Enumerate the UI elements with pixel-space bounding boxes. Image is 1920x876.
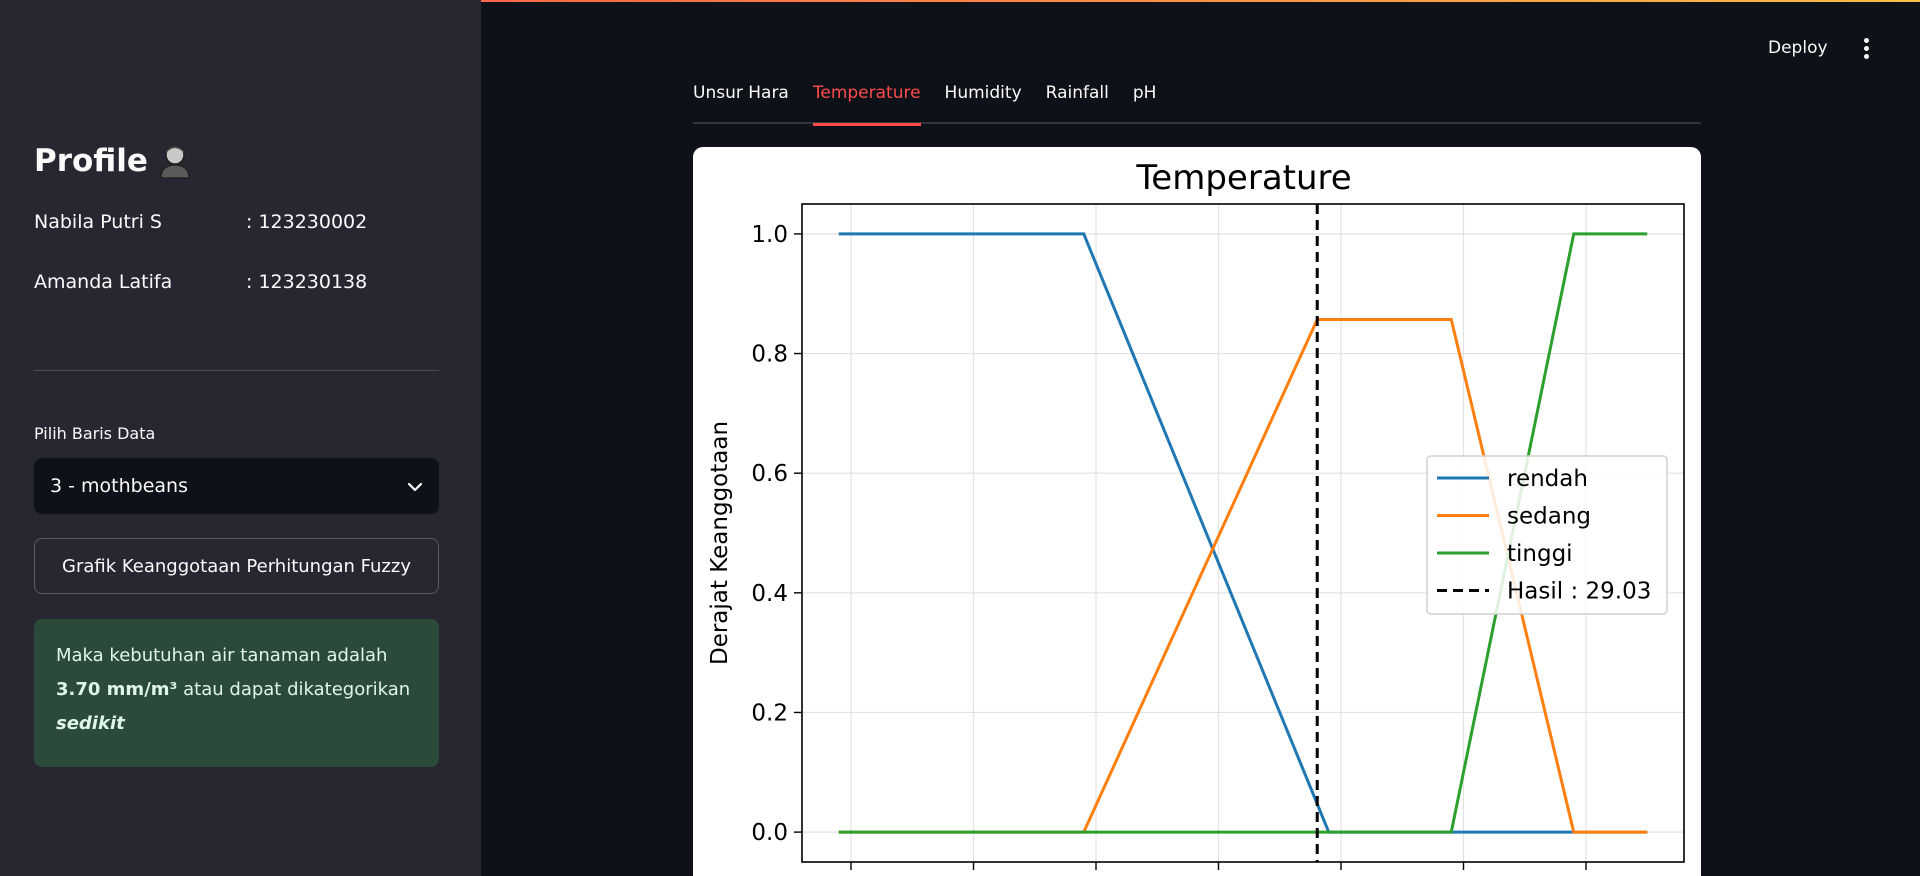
temperature-chart: Temperature Derajat Keanggotaan 0.00.20.… bbox=[707, 158, 1685, 870]
y-tick-label: 0.8 bbox=[751, 342, 788, 368]
tab-ph[interactable]: pH bbox=[1132, 83, 1157, 103]
legend-box bbox=[1426, 455, 1668, 615]
chart-card: Temperature Derajat Keanggotaan 0.0 0.2 0.… bbox=[693, 147, 1701, 876]
tab-unsur-hara[interactable]: Unsur Hara bbox=[693, 83, 789, 103]
member-row: Nabila Putri S : 123230002 bbox=[34, 211, 367, 233]
y-tick-label: 0.4 bbox=[751, 581, 788, 607]
result-alert: Maka kebutuhan air tanaman adalah 3.70 m… bbox=[34, 619, 439, 767]
deploy-button[interactable]: Deploy bbox=[1768, 38, 1828, 58]
top-accent-line bbox=[0, 0, 1920, 2]
legend-label: rendah bbox=[1507, 466, 1588, 492]
sidebar: Profile Nabila Putri S : 123230002 Amand… bbox=[0, 0, 481, 876]
tab-bar: Unsur Hara Temperature Humidity Rainfall… bbox=[693, 80, 1701, 126]
tab-rainfall[interactable]: Rainfall bbox=[1045, 83, 1109, 103]
legend-label: sedang bbox=[1507, 504, 1591, 530]
tab-temperature[interactable]: Temperature bbox=[801, 80, 933, 126]
tab-humidity[interactable]: Humidity bbox=[944, 83, 1022, 103]
alert-prefix: Maka kebutuhan air tanaman adalah bbox=[56, 645, 388, 666]
y-tick-label: 0.0 bbox=[751, 820, 788, 846]
member-row: Amanda Latifa : 123230138 bbox=[34, 271, 367, 293]
tick-layer: 0.0 0.2 0.4 0.6 0.8 1.0 bbox=[751, 222, 1587, 870]
kebab-menu-icon[interactable] bbox=[1861, 38, 1871, 60]
member-id: : 123230138 bbox=[246, 271, 368, 293]
chart-legend: rendah sedang tinggi Hasil : 29.03 bbox=[1426, 455, 1668, 615]
profile-title: Profile bbox=[34, 143, 192, 179]
chart-title: Temperature bbox=[1135, 158, 1351, 198]
alert-category: sedikit bbox=[56, 713, 125, 734]
chevron-down-icon bbox=[407, 475, 423, 497]
select-label: Pilih Baris Data bbox=[34, 424, 156, 443]
select-value: 3 - mothbeans bbox=[50, 475, 188, 497]
y-tick-label: 0.2 bbox=[751, 700, 788, 726]
alert-middle: atau dapat dikategorikan bbox=[183, 679, 411, 700]
sidebar-divider bbox=[34, 370, 439, 371]
fuzzy-chart-button[interactable]: Grafik Keanggotaan Perhitungan Fuzzy bbox=[34, 538, 439, 594]
legend-label: tinggi bbox=[1507, 541, 1573, 567]
chart-ylabel: Derajat Keanggotaan bbox=[707, 421, 733, 665]
alert-value: 3.70 mm/m³ bbox=[56, 679, 178, 700]
y-tick-label: 0.6 bbox=[751, 461, 788, 487]
plot-frame bbox=[801, 203, 1685, 863]
member-id: : 123230002 bbox=[246, 211, 368, 233]
row-select[interactable]: 3 - mothbeans bbox=[34, 458, 439, 514]
person-icon bbox=[158, 143, 192, 179]
legend-label: Hasil : 29.03 bbox=[1507, 579, 1651, 605]
member-name: Nabila Putri S bbox=[34, 211, 162, 233]
member-name: Amanda Latifa bbox=[34, 271, 173, 293]
y-tick-label: 1.0 bbox=[751, 222, 788, 248]
